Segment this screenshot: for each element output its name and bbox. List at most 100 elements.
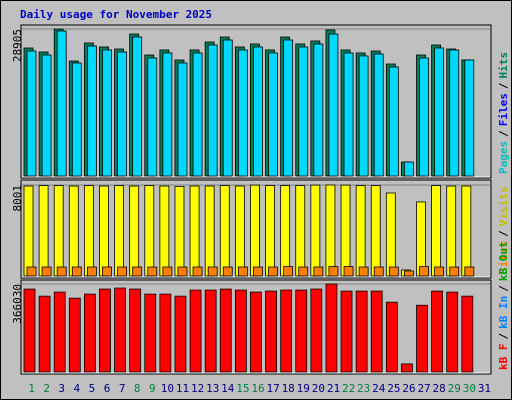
legend-separator: / xyxy=(497,285,510,292)
x-tick-label: 20 xyxy=(312,382,325,395)
bar xyxy=(189,185,200,277)
bar xyxy=(99,288,111,373)
bar xyxy=(174,295,187,373)
bar xyxy=(114,185,124,277)
bar xyxy=(358,266,369,277)
bar xyxy=(237,49,248,177)
bar xyxy=(416,201,426,277)
bar xyxy=(434,266,445,277)
bar xyxy=(253,46,263,177)
x-tick-label: 3 xyxy=(58,382,65,395)
bar xyxy=(117,51,127,177)
bar xyxy=(41,54,52,177)
bar xyxy=(449,266,460,277)
x-tick-label: 16 xyxy=(251,382,264,395)
bar xyxy=(416,304,428,373)
x-tick-label: 28 xyxy=(433,382,446,395)
bar xyxy=(222,39,233,177)
bar xyxy=(268,52,278,177)
bar xyxy=(370,185,381,277)
bar xyxy=(222,266,233,277)
bar xyxy=(144,185,155,277)
bar xyxy=(38,185,49,277)
x-tick-label: 1 xyxy=(28,382,35,395)
bar xyxy=(177,266,188,277)
bar xyxy=(298,266,309,277)
x-tick-label: 19 xyxy=(297,382,310,395)
x-tick-label: 22 xyxy=(342,382,355,395)
bar xyxy=(388,266,399,277)
legend-entry: Sites xyxy=(497,241,510,274)
legend-entry: Pages xyxy=(497,141,510,174)
bar xyxy=(237,266,248,277)
bar xyxy=(325,184,336,277)
bar xyxy=(283,266,294,277)
x-tick-label: 15 xyxy=(236,382,249,395)
x-tick-label: 24 xyxy=(372,382,386,395)
bar xyxy=(328,33,339,177)
legend-separator: / xyxy=(497,130,510,137)
bar xyxy=(71,62,82,177)
x-tick-label: 17 xyxy=(266,382,279,395)
bar xyxy=(204,289,217,373)
bar xyxy=(295,289,308,373)
legend-entry: Visits xyxy=(497,187,510,227)
x-tick-label: 12 xyxy=(191,382,204,395)
bar xyxy=(68,185,79,277)
legend-entry: kB Out xyxy=(497,241,510,281)
bar xyxy=(23,288,36,373)
chart-title: Daily usage for November 2025 xyxy=(20,8,212,21)
bar xyxy=(207,266,218,277)
bar xyxy=(431,290,444,373)
bar xyxy=(234,289,247,373)
bar xyxy=(280,289,293,373)
x-tick-label: 29 xyxy=(448,382,461,395)
y-tick-label: 366030 xyxy=(11,284,24,324)
x-tick-label: 7 xyxy=(119,382,126,395)
legend: Pages / Files / Hits xyxy=(497,52,510,174)
bar xyxy=(434,47,445,177)
bar xyxy=(328,266,339,277)
bar xyxy=(373,53,384,177)
bar xyxy=(219,288,232,373)
bar xyxy=(204,185,215,277)
x-tick-label: 21 xyxy=(327,382,340,395)
bar xyxy=(250,184,260,277)
x-tick-label: 14 xyxy=(221,382,235,395)
legend-entry: kB F xyxy=(497,344,510,371)
bar xyxy=(162,52,173,177)
legend: kB F / kB In / kB Out xyxy=(497,241,510,370)
bar xyxy=(192,52,203,177)
panel-frame xyxy=(20,24,492,179)
x-tick-label: 18 xyxy=(282,382,295,395)
bar xyxy=(26,266,37,277)
bar xyxy=(102,266,112,277)
bar xyxy=(86,266,97,277)
bar xyxy=(68,297,81,373)
bar xyxy=(23,185,34,277)
x-tick-label: 13 xyxy=(206,382,219,395)
legend-separator: / xyxy=(497,333,510,340)
bar xyxy=(449,49,460,177)
bar xyxy=(295,185,306,277)
bar xyxy=(207,44,218,177)
bar xyxy=(373,266,384,277)
x-tick-label: 27 xyxy=(417,382,430,395)
bar xyxy=(83,185,94,277)
bar xyxy=(132,36,143,177)
bar xyxy=(446,291,459,373)
bar xyxy=(446,185,457,277)
bar xyxy=(431,185,442,277)
bar xyxy=(71,266,82,277)
bar xyxy=(177,62,188,177)
legend: Sites / Visits xyxy=(497,187,510,275)
bar xyxy=(385,301,398,373)
x-tick-label: 10 xyxy=(161,382,174,395)
legend-entry: Hits xyxy=(497,52,510,79)
bar xyxy=(102,49,112,177)
bar xyxy=(401,363,413,373)
bar xyxy=(192,266,203,277)
x-tick-label: 25 xyxy=(387,382,400,395)
bar xyxy=(461,185,472,277)
